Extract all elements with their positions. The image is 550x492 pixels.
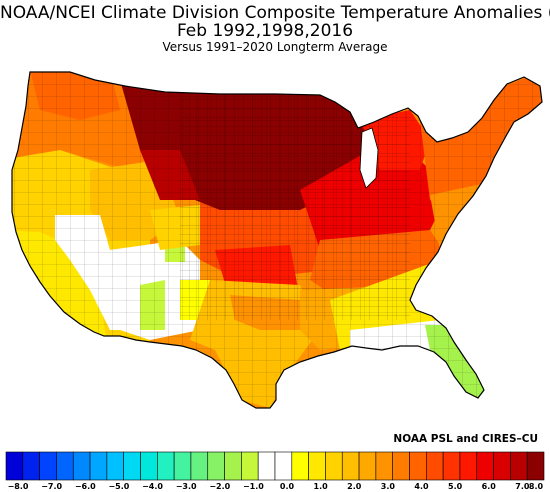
colorbar-bin [173, 451, 192, 481]
colorbar-tick-label: 5.0 [448, 482, 463, 491]
colorbar-tick-label: −3.0 [175, 482, 197, 491]
colorbar-bin [72, 451, 91, 481]
us-anomaly-map [11, 71, 543, 409]
colorbar-bin [123, 451, 141, 481]
credit-text: NOAA PSL and CIRES–CU [393, 433, 538, 445]
colorbar-tick-label: −8.0 [7, 482, 29, 491]
colorbar-tick-label: 2.0 [347, 482, 362, 491]
colorbar-tick-label: 8.0 [528, 482, 544, 491]
colorbar-bin [224, 451, 242, 481]
colorbar-tick-label: 6.0 [481, 482, 496, 491]
division-lines-fine [180, 80, 410, 320]
colorbar-bin [140, 451, 158, 481]
colorbar-tick-label: −7.0 [41, 482, 63, 491]
colorbar-bin [409, 451, 427, 481]
colorbar-bin [39, 451, 57, 481]
title-line-1: NOAA/NCEI Climate Division Composite Tem… [0, 3, 550, 23]
colorbar-bin [375, 451, 393, 481]
colorbar-tick-label: −4.0 [142, 482, 163, 491]
colorbar-bin [526, 451, 545, 481]
colorbar-bin [190, 451, 209, 481]
colorbar-bin [56, 451, 74, 481]
colorbar-tick-label: −1.0 [242, 482, 264, 491]
colorbar-bin [325, 451, 343, 481]
colorbar-bin [22, 451, 40, 481]
colorbar-bin [426, 451, 444, 481]
colorbar-tick-label: 0.0 [279, 482, 295, 491]
colorbar-tick-label: 4.0 [414, 482, 429, 491]
colorbar-bin [493, 451, 511, 481]
title-line-2: Feb 1992,1998,2016 [176, 21, 354, 41]
colorbar-tick-label: 1.0 [313, 482, 328, 491]
anomaly-regions [12, 72, 542, 408]
title-line-3: Versus 1991–2020 Longterm Average [162, 40, 388, 54]
colorbar-tick-label: −6.0 [74, 482, 96, 491]
colorbar-bin [442, 451, 461, 481]
colorbar-bin [358, 451, 377, 481]
colorbar [5, 451, 545, 481]
colorbar-bin [308, 451, 326, 481]
colorbar-bin [241, 451, 259, 481]
colorbar-tick-label: −5.0 [108, 482, 130, 491]
colorbar-bin [106, 451, 124, 481]
colorbar-bin [157, 451, 175, 481]
colorbar-bin [476, 451, 494, 481]
colorbar-tick-label: −2.0 [209, 482, 231, 491]
colorbar-bin [274, 451, 293, 481]
lake-michigan [359, 127, 379, 189]
colorbar-tick-label: 3.0 [380, 482, 395, 491]
colorbar-tick-label: 7.0 [515, 482, 530, 491]
colorbar-bin [89, 451, 108, 481]
colorbar-bin [341, 451, 360, 481]
colorbar-bin [459, 451, 478, 481]
colorbar-bin [510, 451, 528, 481]
colorbar-bin [257, 451, 276, 481]
colorbar-bin [207, 451, 225, 481]
colorbar-bin [392, 451, 410, 481]
colorbar-bin [291, 451, 309, 481]
us-outline [11, 71, 543, 409]
colorbar-bin [5, 451, 24, 481]
